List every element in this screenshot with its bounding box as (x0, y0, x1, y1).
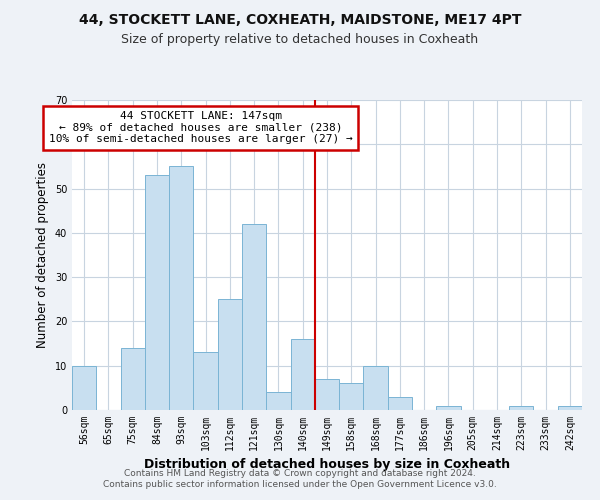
X-axis label: Distribution of detached houses by size in Coxheath: Distribution of detached houses by size … (144, 458, 510, 471)
Bar (364, 366, 388, 410)
Bar (315, 379, 339, 410)
Text: Size of property relative to detached houses in Coxheath: Size of property relative to detached ho… (121, 32, 479, 46)
Bar (242, 224, 266, 410)
Bar (72, 366, 96, 410)
Bar (145, 176, 169, 410)
Bar (169, 166, 193, 410)
Bar (266, 392, 290, 410)
Bar (388, 396, 412, 410)
Bar (509, 406, 533, 410)
Text: Contains public sector information licensed under the Open Government Licence v3: Contains public sector information licen… (103, 480, 497, 489)
Bar (290, 339, 315, 410)
Bar (193, 352, 218, 410)
Bar (436, 406, 461, 410)
Text: 44, STOCKETT LANE, COXHEATH, MAIDSTONE, ME17 4PT: 44, STOCKETT LANE, COXHEATH, MAIDSTONE, … (79, 12, 521, 26)
Text: 44 STOCKETT LANE: 147sqm
← 89% of detached houses are smaller (238)
10% of semi-: 44 STOCKETT LANE: 147sqm ← 89% of detach… (49, 111, 353, 144)
Bar (218, 300, 242, 410)
Bar (558, 406, 582, 410)
Text: Contains HM Land Registry data © Crown copyright and database right 2024.: Contains HM Land Registry data © Crown c… (124, 468, 476, 477)
Bar (339, 384, 364, 410)
Y-axis label: Number of detached properties: Number of detached properties (36, 162, 49, 348)
Bar (121, 348, 145, 410)
